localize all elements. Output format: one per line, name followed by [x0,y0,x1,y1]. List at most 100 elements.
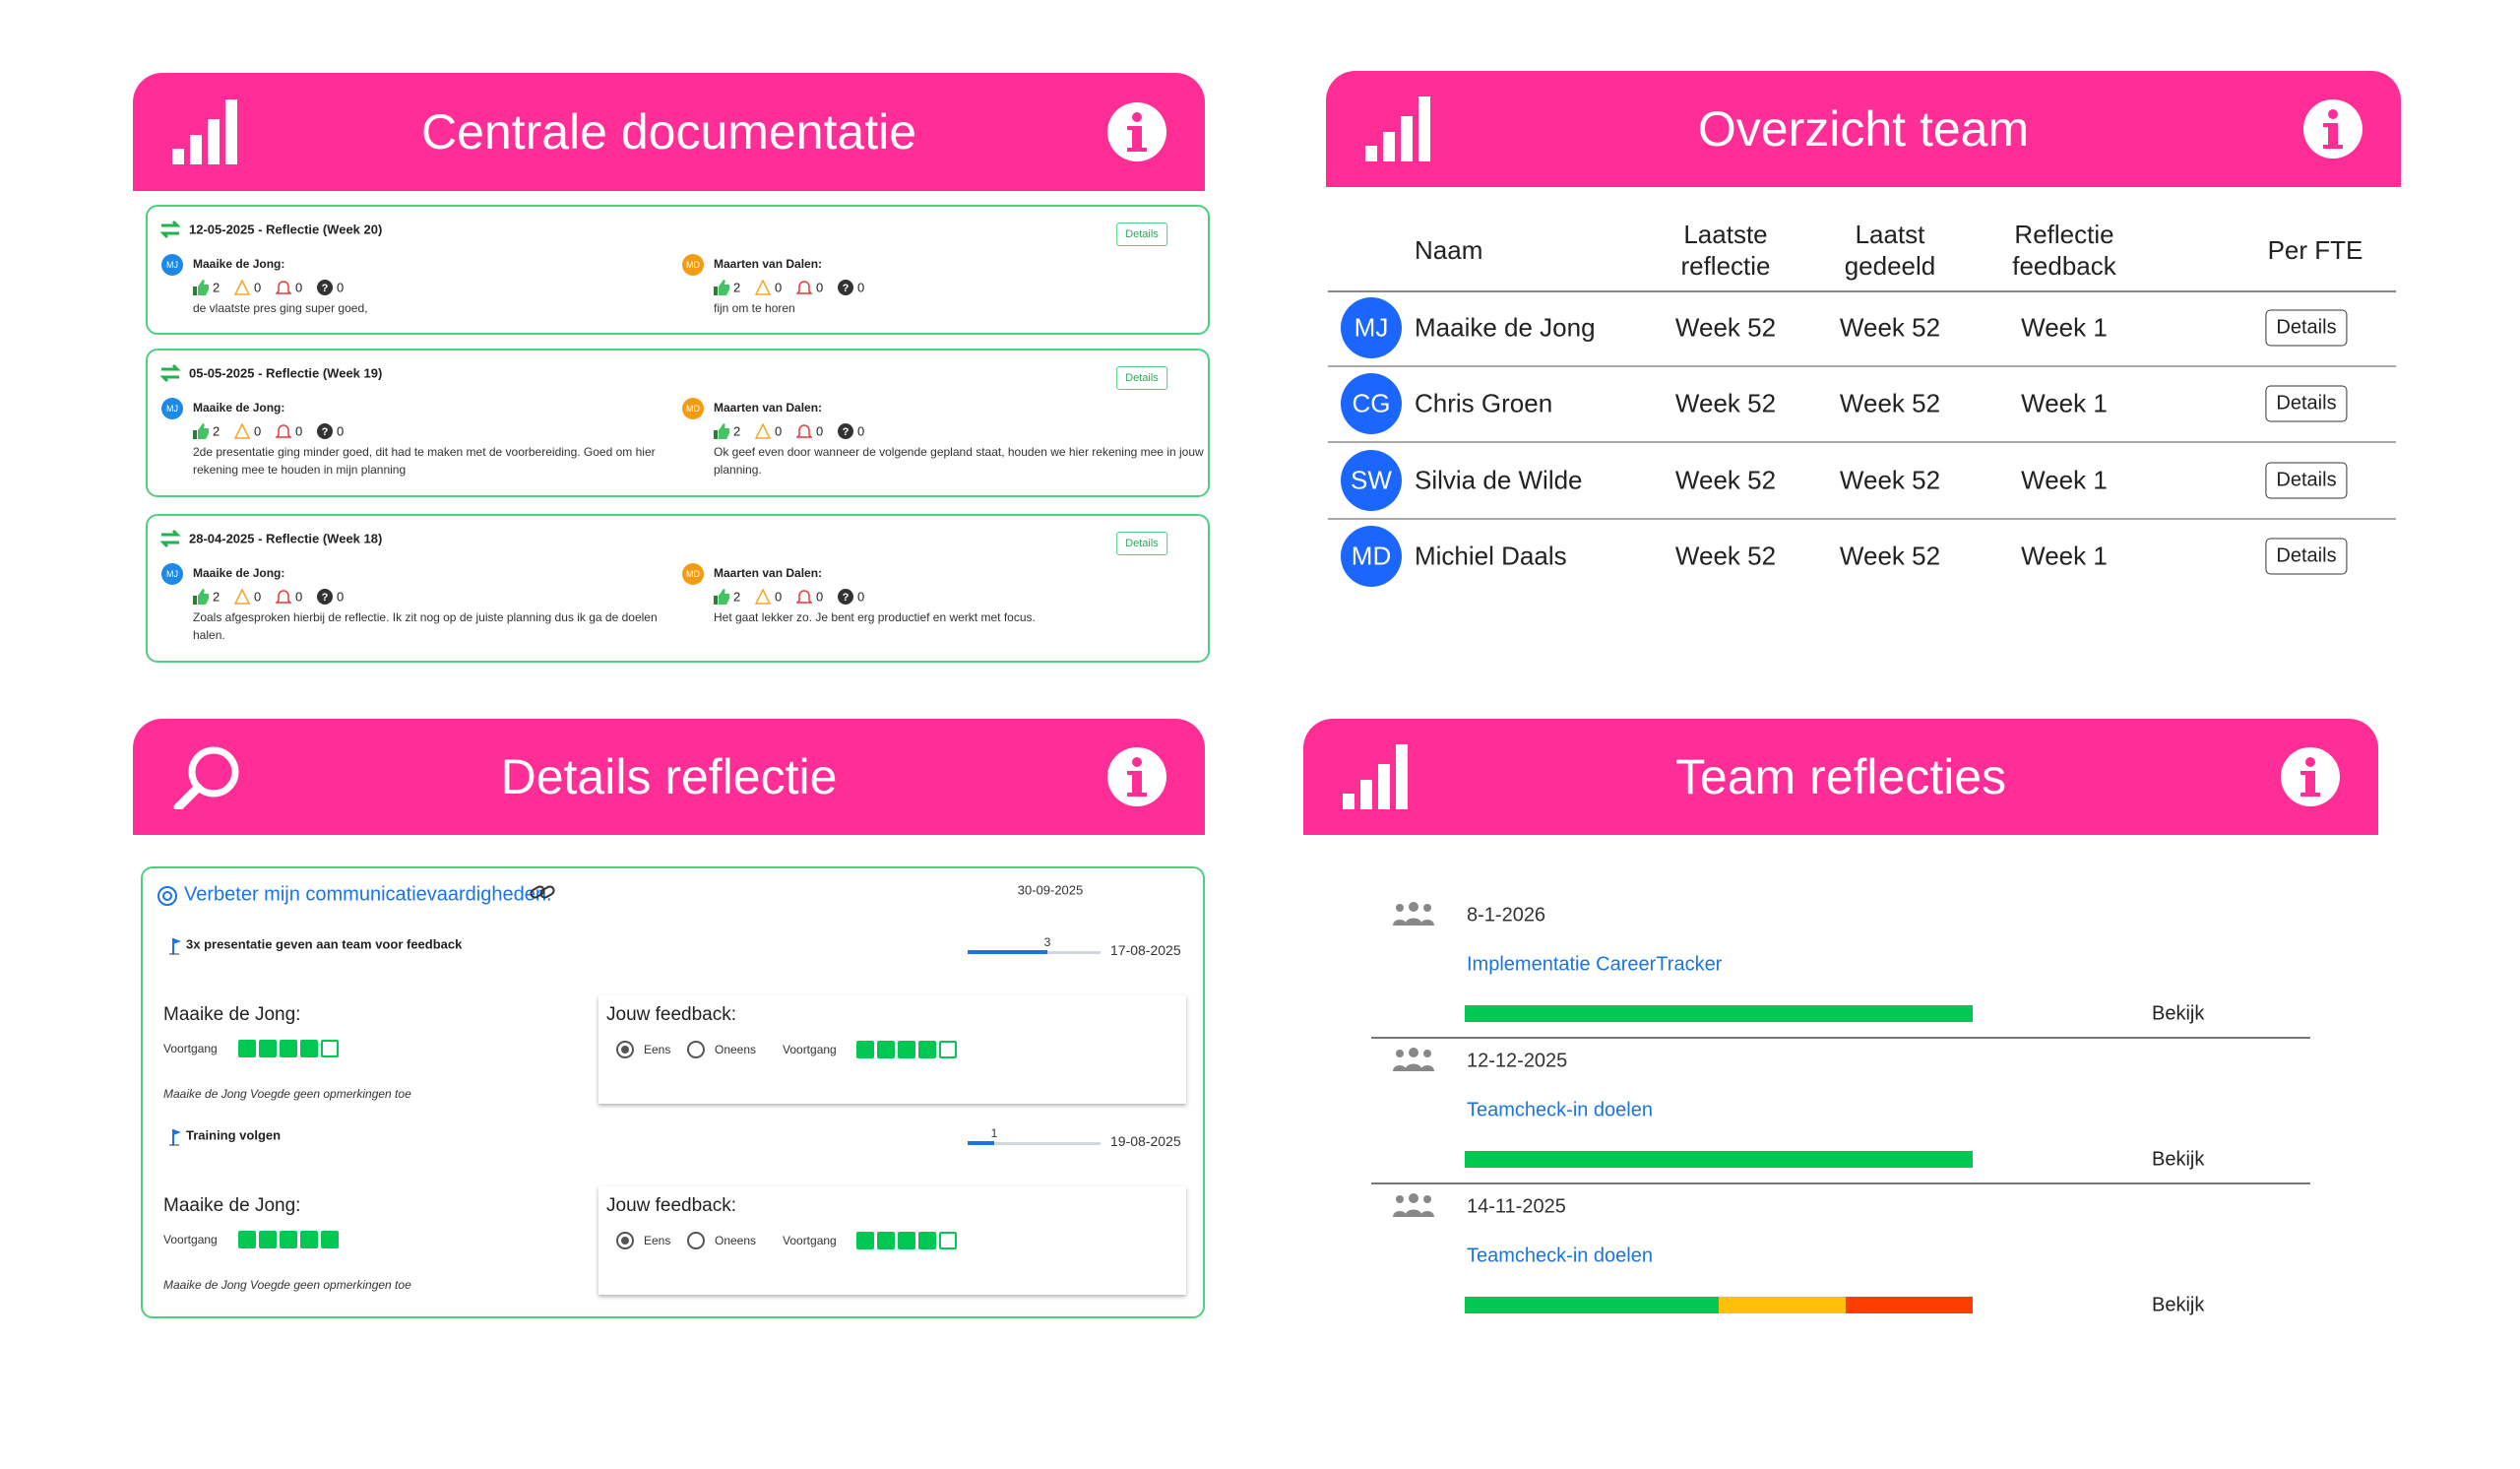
radio-button[interactable] [687,1232,705,1249]
reflection-title[interactable]: Teamcheck-in doelen [1467,1245,1653,1267]
column-header: Laatste reflectie [1680,220,1771,281]
info-icon [2280,746,2341,807]
count-value: 0 [337,423,345,439]
progress-square-empty [939,1232,957,1249]
panel-title: Team reflecties [1674,749,2007,804]
details-button[interactable]: Details [2265,309,2348,347]
progress-square [856,1041,874,1058]
count-value: 0 [775,280,783,295]
count-icon [193,423,209,439]
radio-button[interactable] [687,1041,705,1058]
last-reflection: Week 52 [1674,465,1777,495]
count-icon [233,422,251,439]
details-button[interactable]: Details [2265,385,2348,422]
progress-square [259,1040,277,1057]
person-name: Maaike de Jong: [193,566,285,580]
avatar-initials: SW [1351,465,1392,495]
column-header: Per FTE [2267,235,2363,265]
feedback-box: Jouw feedback: Eens Oneens Voortgang [598,1186,1186,1295]
view-link[interactable]: Bekijk [2152,1002,2205,1025]
radio-label: Eens [644,1234,671,1247]
radio-button[interactable] [616,1041,634,1058]
slider-track [968,1142,1101,1145]
remark-note: Maaike de Jong Voegde geen opmerkingen t… [163,1087,411,1101]
svg-text:?: ? [843,283,850,294]
goal-title: Verbeter mijn communicatievaardigheden. [184,883,552,906]
swap-icon [159,363,181,383]
reflection-text: Zoals afgesproken hierbij de reflectie. … [193,610,658,642]
radio-label: Oneens [715,1234,757,1247]
details-button[interactable]: Details [2265,538,2348,575]
view-link[interactable]: Bekijk [2152,1294,2205,1316]
count-value: 2 [213,589,220,605]
target-icon [157,885,178,907]
feedback-title: Jouw feedback: [606,1195,737,1216]
item-divider [1371,1037,2310,1039]
panel-header: Team reflecties [1303,719,2378,835]
details-button[interactable]: Details [1116,366,1167,390]
avatar: MJ [161,398,183,419]
details-button[interactable]: Details [1116,532,1167,555]
progress-square [300,1231,318,1248]
count-icon [233,279,251,295]
chart-icon [1343,744,1412,809]
goal-date: 30-09-2025 [1017,882,1084,898]
action-date: 19-08-2025 [1110,1133,1181,1149]
reflection-card: 05-05-2025 - Reflectie (Week 19) Details M… [146,349,1210,497]
item-divider [1371,1182,2310,1184]
count-icon: ? [317,589,333,605]
progress-square [300,1040,318,1057]
reflection-title[interactable]: Implementatie CareerTracker [1467,953,1723,976]
reflection-text: de vlaatste pres ging super goed, [193,301,368,315]
count-value: 0 [775,423,783,439]
count-icon [714,280,729,295]
count-value: 0 [816,280,824,295]
progress-square [238,1231,256,1248]
count-value: 2 [733,423,741,439]
count-icon [233,588,251,605]
count-icon [275,280,292,295]
reflection-date: 8-1-2026 [1467,904,1546,926]
person-name: Maaike de Jong: [163,1195,301,1216]
flag-icon [169,936,185,956]
view-link[interactable]: Bekijk [2152,1148,2205,1171]
reflection-feedback: Week 1 [2021,465,2108,495]
details-button[interactable]: Details [1116,223,1167,246]
member-name: Michiel Daals [1415,541,1567,571]
avatar: SW [1341,449,1402,511]
count-value: 0 [295,589,303,605]
count-value: 0 [337,280,345,295]
progress-square [280,1040,297,1057]
person-name: Maaike de Jong: [193,257,285,271]
count-value: 0 [816,589,824,605]
row-divider [1328,365,2396,367]
avatar: MJ [161,254,183,276]
count-icon [275,423,292,439]
reflection-text: Het gaat lekker zo. Je bent erg producti… [714,610,1036,624]
count-icon [275,589,292,605]
member-name: Maaike de Jong [1415,312,1596,343]
count-value: 0 [857,280,865,295]
swap-icon [159,529,181,548]
progress-square [898,1232,915,1249]
slider-fill [968,1141,994,1145]
row-divider [1328,290,2396,292]
radio-button[interactable] [616,1232,634,1249]
chart-icon [172,99,241,164]
progress-square [877,1232,895,1249]
count-value: 2 [733,280,741,295]
link-icon [529,882,556,902]
reflection-title[interactable]: Teamcheck-in doelen [1467,1099,1653,1121]
flag-icon [169,1127,185,1147]
last-reflection: Week 52 [1674,388,1777,418]
progress-segment [1465,1151,1973,1168]
avatar: MJ [161,563,183,585]
last-reflection: Week 52 [1674,312,1777,343]
progress-label: Voortgang [163,1042,218,1055]
count-value: 2 [213,423,220,439]
svg-text:?: ? [322,426,329,438]
details-button[interactable]: Details [2265,462,2348,499]
progress-square [321,1231,339,1248]
progress-square [280,1231,297,1248]
count-value: 0 [295,423,303,439]
